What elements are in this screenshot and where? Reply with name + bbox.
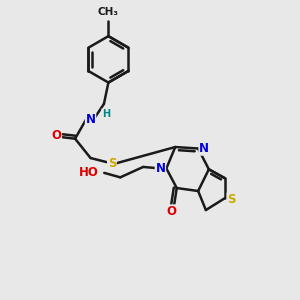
Text: N: N [199, 142, 209, 155]
Text: H: H [102, 109, 110, 119]
Text: S: S [227, 193, 236, 206]
Text: O: O [167, 205, 176, 218]
Text: O: O [51, 129, 62, 142]
Text: CH₃: CH₃ [98, 7, 119, 17]
Text: HO: HO [79, 167, 99, 179]
Text: N: N [85, 113, 96, 126]
Text: N: N [155, 162, 165, 175]
Text: S: S [108, 157, 116, 170]
